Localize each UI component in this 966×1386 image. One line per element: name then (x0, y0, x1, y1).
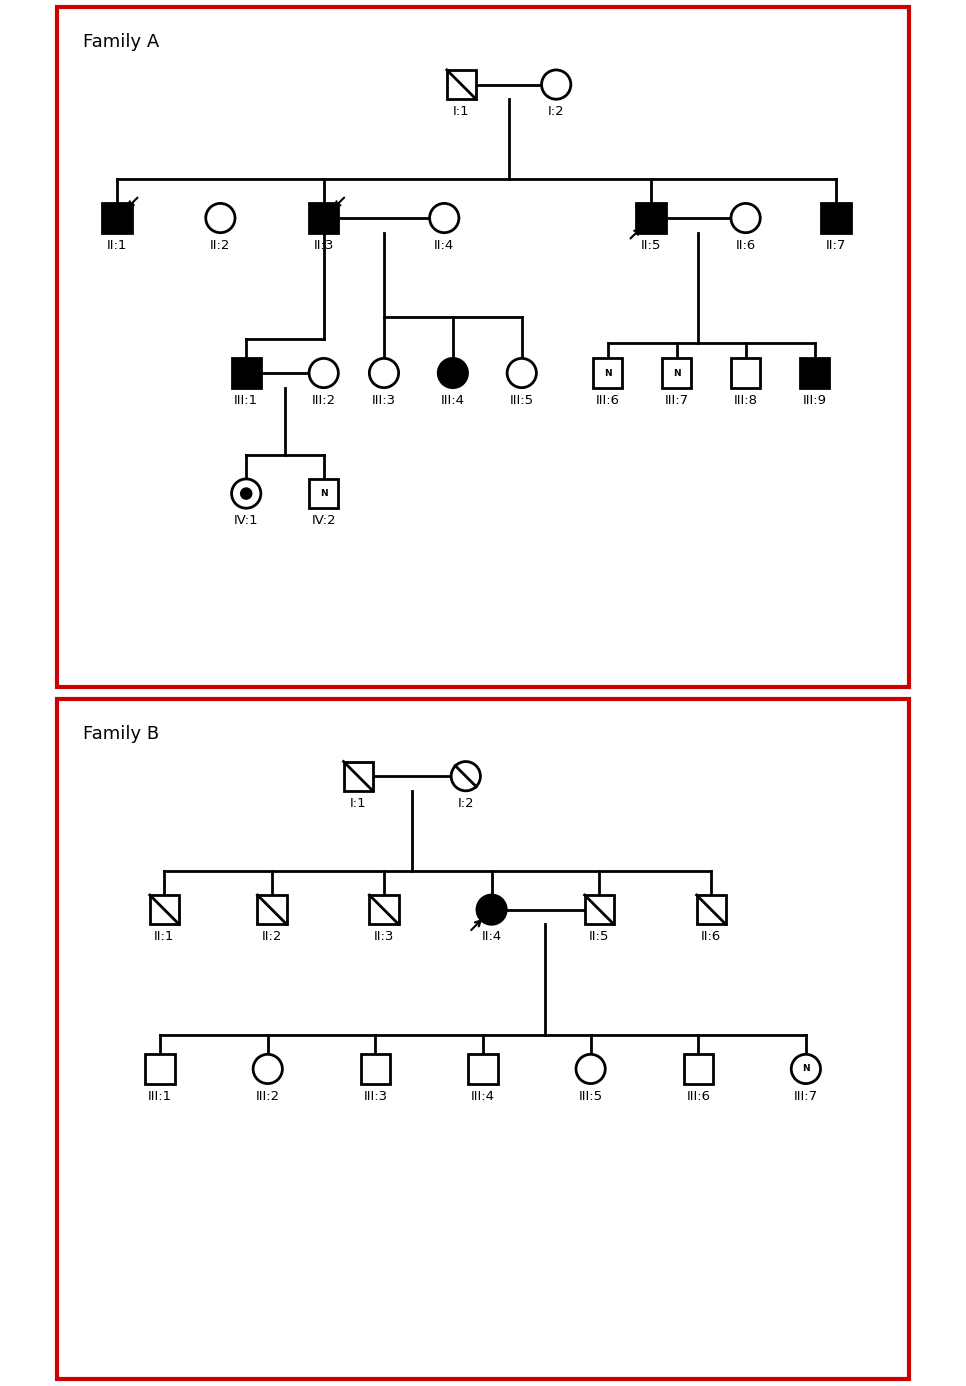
Circle shape (477, 895, 506, 924)
Bar (584, 895, 613, 924)
Text: III:3: III:3 (363, 1089, 387, 1103)
Text: I:1: I:1 (453, 105, 469, 118)
Text: III:7: III:7 (665, 394, 689, 406)
Text: II:6: II:6 (701, 930, 722, 944)
Text: IV:1: IV:1 (234, 514, 259, 527)
Bar (684, 1055, 713, 1084)
Text: III:4: III:4 (471, 1089, 495, 1103)
Bar (102, 204, 131, 233)
Circle shape (542, 69, 571, 100)
Bar (821, 204, 851, 233)
Circle shape (507, 359, 536, 388)
Bar (344, 761, 373, 791)
Text: III:9: III:9 (803, 394, 827, 406)
Circle shape (731, 204, 760, 233)
Circle shape (576, 1055, 606, 1084)
Text: III:4: III:4 (440, 394, 465, 406)
Bar (309, 480, 338, 509)
Text: IV:2: IV:2 (311, 514, 336, 527)
Circle shape (232, 480, 261, 509)
Bar (593, 359, 622, 388)
Circle shape (253, 1055, 282, 1084)
Text: III:2: III:2 (256, 1089, 280, 1103)
Text: III:2: III:2 (312, 394, 336, 406)
Text: II:4: II:4 (481, 930, 501, 944)
Text: N: N (604, 369, 611, 377)
Bar (637, 204, 666, 233)
Text: N: N (673, 369, 680, 377)
Text: II:2: II:2 (262, 930, 282, 944)
Text: Family B: Family B (83, 725, 158, 743)
Text: Family A: Family A (83, 33, 158, 51)
Circle shape (206, 204, 235, 233)
Bar (696, 895, 725, 924)
Text: II:5: II:5 (640, 238, 661, 252)
Text: III:3: III:3 (372, 394, 396, 406)
Bar (232, 359, 261, 388)
Text: III:1: III:1 (234, 394, 258, 406)
Circle shape (369, 359, 399, 388)
Text: III:5: III:5 (579, 1089, 603, 1103)
Text: N: N (320, 489, 327, 498)
Text: II:1: II:1 (155, 930, 175, 944)
Circle shape (791, 1055, 820, 1084)
Bar (146, 1055, 175, 1084)
Text: III:5: III:5 (510, 394, 534, 406)
Text: III:1: III:1 (148, 1089, 172, 1103)
Circle shape (439, 359, 468, 388)
Text: N: N (802, 1064, 810, 1073)
Text: II:2: II:2 (211, 238, 231, 252)
Circle shape (451, 761, 480, 791)
Text: II:1: II:1 (107, 238, 128, 252)
Bar (800, 359, 829, 388)
Text: III:6: III:6 (596, 394, 620, 406)
Bar (369, 895, 399, 924)
Bar (447, 69, 476, 100)
Text: III:6: III:6 (686, 1089, 710, 1103)
Text: III:7: III:7 (794, 1089, 818, 1103)
Text: II:6: II:6 (735, 238, 755, 252)
Bar (257, 895, 287, 924)
Bar (360, 1055, 390, 1084)
Text: II:5: II:5 (589, 930, 610, 944)
Circle shape (241, 488, 252, 499)
Bar (731, 359, 760, 388)
Circle shape (430, 204, 459, 233)
Text: II:4: II:4 (434, 238, 454, 252)
Bar (469, 1055, 497, 1084)
Text: III:8: III:8 (733, 394, 757, 406)
Circle shape (309, 359, 338, 388)
Text: I:2: I:2 (458, 797, 474, 809)
Text: II:7: II:7 (826, 238, 846, 252)
Text: I:2: I:2 (548, 105, 564, 118)
Text: II:3: II:3 (314, 238, 334, 252)
Bar (309, 204, 338, 233)
Text: II:3: II:3 (374, 930, 394, 944)
Text: I:1: I:1 (350, 797, 366, 809)
Bar (662, 359, 692, 388)
Bar (150, 895, 179, 924)
